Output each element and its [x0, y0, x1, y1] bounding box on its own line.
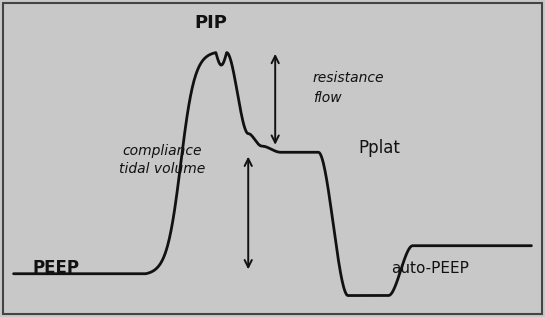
Text: resistance: resistance [313, 70, 384, 85]
Text: Pplat: Pplat [359, 139, 401, 157]
Text: PIP: PIP [194, 14, 227, 32]
Text: tidal volume: tidal volume [119, 162, 205, 176]
Text: PEEP: PEEP [33, 259, 80, 277]
Text: auto-PEEP: auto-PEEP [391, 261, 469, 275]
Text: compliance: compliance [122, 144, 202, 158]
Text: flow: flow [313, 91, 342, 105]
